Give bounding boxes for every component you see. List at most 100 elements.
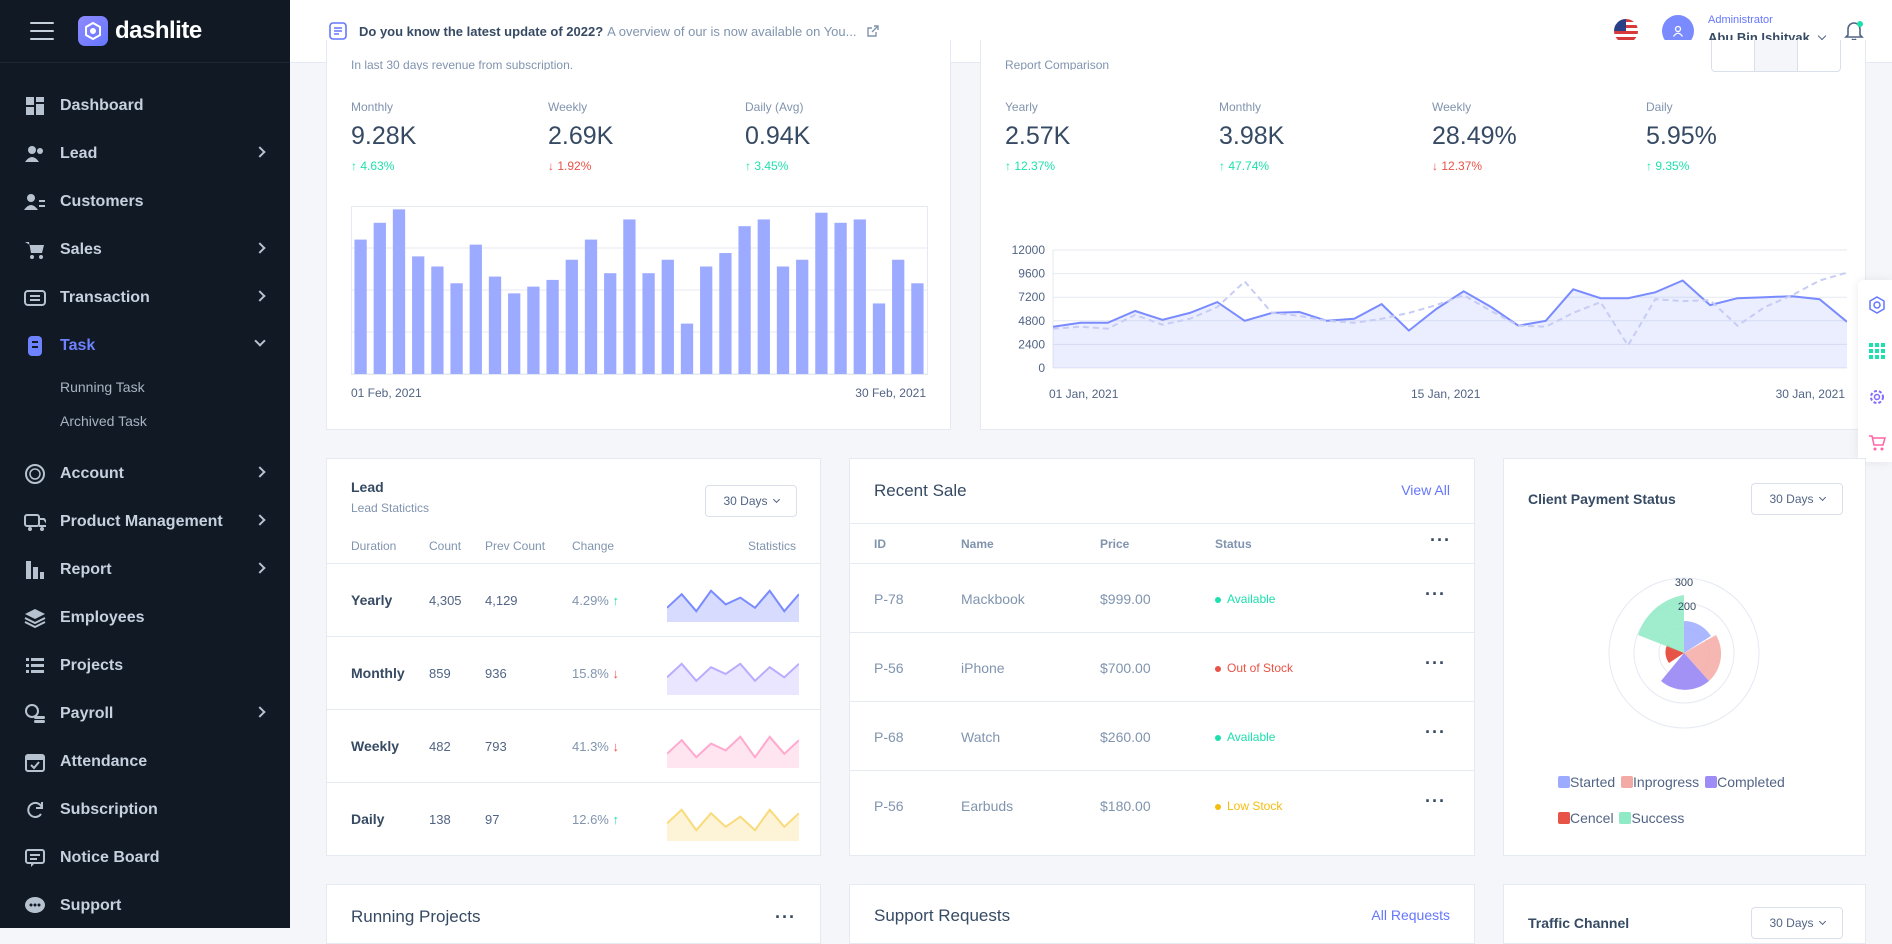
- bar[interactable]: [815, 212, 828, 374]
- bar[interactable]: [738, 226, 751, 374]
- sidebar-item-customers[interactable]: Customers: [0, 178, 290, 226]
- side-toolbar: [1858, 280, 1892, 462]
- slice-cencel[interactable]: [1665, 645, 1684, 663]
- bar[interactable]: [584, 239, 598, 374]
- sparkline-chart: [667, 808, 799, 841]
- sale-row[interactable]: P-56 Earbuds $180.00 Low Stock ···: [850, 771, 1474, 840]
- bar[interactable]: [661, 259, 674, 374]
- legend-completed[interactable]: Completed: [1705, 774, 1785, 790]
- more-icon[interactable]: ···: [1425, 722, 1446, 742]
- view-all-link[interactable]: View All: [1401, 482, 1450, 498]
- sidebar-item-support[interactable]: Support: [0, 882, 290, 930]
- traffic-filter-select[interactable]: 30 Days: [1751, 907, 1843, 939]
- slice-started[interactable]: [1684, 621, 1711, 653]
- legend-started[interactable]: Started: [1558, 774, 1615, 790]
- cart-tool-icon[interactable]: [1868, 434, 1886, 452]
- sidebar-subitem-running-task[interactable]: Running Task: [60, 379, 145, 395]
- bar[interactable]: [642, 273, 655, 374]
- lead-filter-select[interactable]: 30 Days: [705, 485, 797, 517]
- filter-label: 30 Days: [723, 494, 768, 508]
- slice-success[interactable]: [1638, 595, 1684, 653]
- bar[interactable]: [872, 303, 886, 374]
- sidebar-item-notice-board[interactable]: Notice Board: [0, 834, 290, 882]
- sidebar-item-transaction[interactable]: Transaction: [0, 274, 290, 322]
- toggle-segment[interactable]: [1755, 40, 1798, 71]
- sidebar-item-lead[interactable]: Lead: [0, 130, 290, 178]
- sidebar-item-subscription[interactable]: Subscription: [0, 786, 290, 834]
- sidebar-item-attendance[interactable]: Attendance: [0, 738, 290, 786]
- sale-row[interactable]: P-68 Watch $260.00 Available ···: [850, 702, 1474, 771]
- payment-filter-select[interactable]: 30 Days: [1751, 483, 1843, 515]
- lead-duration: Monthly: [351, 665, 405, 681]
- bar[interactable]: [776, 266, 790, 374]
- sidebar-item-account[interactable]: Account: [0, 450, 290, 498]
- external-link-icon[interactable]: [866, 24, 880, 38]
- menu-toggle-icon[interactable]: [30, 22, 54, 40]
- bar[interactable]: [834, 222, 847, 374]
- slice-completed[interactable]: [1661, 653, 1709, 690]
- bar[interactable]: [527, 286, 540, 374]
- news-banner[interactable]: Do you know the latest update of 2022? A…: [329, 22, 880, 40]
- settings-tool-icon[interactable]: [1868, 388, 1886, 406]
- sale-row[interactable]: P-56 iPhone $700.00 Out of Stock ···: [850, 633, 1474, 702]
- legend-success[interactable]: Success: [1619, 810, 1684, 826]
- lead-row[interactable]: Daily 138 97 12.6% ↑: [327, 783, 820, 856]
- bar[interactable]: [373, 222, 386, 374]
- stat-change-value: 1.92%: [557, 159, 592, 173]
- layers-tool-icon[interactable]: [1868, 296, 1886, 314]
- series-line-previous[interactable]: [1052, 271, 1847, 348]
- bar[interactable]: [796, 259, 809, 374]
- all-requests-link[interactable]: All Requests: [1371, 907, 1450, 923]
- more-icon[interactable]: ···: [1430, 530, 1451, 550]
- bar[interactable]: [488, 276, 502, 374]
- toggle-segment[interactable]: [1798, 40, 1840, 71]
- sidebar-item-dashboard[interactable]: Dashboard: [0, 82, 290, 130]
- bar[interactable]: [892, 259, 905, 374]
- header-status: Status: [1215, 537, 1252, 551]
- header-change: Change: [572, 539, 615, 553]
- bar[interactable]: [700, 266, 713, 374]
- slice-inprogress[interactable]: [1684, 635, 1722, 681]
- period-toggle[interactable]: [1711, 40, 1841, 72]
- running-projects-title: Running Projects: [351, 907, 481, 926]
- more-icon[interactable]: ···: [1425, 791, 1446, 811]
- more-icon[interactable]: ···: [1425, 584, 1446, 604]
- bar[interactable]: [508, 293, 521, 374]
- bar[interactable]: [546, 279, 559, 374]
- sidebar-item-projects[interactable]: Projects: [0, 642, 290, 690]
- sidebar-item-employees[interactable]: Employees: [0, 594, 290, 642]
- sidebar-item-task[interactable]: Task: [0, 322, 290, 370]
- more-icon[interactable]: ···: [1425, 653, 1446, 673]
- bar[interactable]: [450, 283, 463, 374]
- bar[interactable]: [412, 256, 425, 374]
- logo[interactable]: dashlite: [78, 16, 202, 46]
- bar[interactable]: [354, 239, 367, 374]
- bar[interactable]: [757, 219, 770, 374]
- more-icon[interactable]: ···: [775, 907, 796, 927]
- bar[interactable]: [565, 259, 578, 374]
- toggle-segment[interactable]: [1712, 40, 1755, 71]
- bar[interactable]: [431, 266, 444, 374]
- bar[interactable]: [604, 273, 617, 374]
- bar[interactable]: [680, 323, 694, 374]
- legend-inprogress[interactable]: Inprogress: [1621, 774, 1699, 790]
- bar[interactable]: [719, 253, 732, 374]
- sidebar-item-sales[interactable]: Sales: [0, 226, 290, 274]
- apps-tool-icon[interactable]: [1868, 342, 1886, 360]
- us-flag-icon[interactable]: [1614, 19, 1638, 43]
- lead-row[interactable]: Weekly 482 793 41.3% ↓: [327, 710, 820, 783]
- bar[interactable]: [911, 283, 924, 374]
- bar[interactable]: [623, 219, 636, 374]
- sidebar-item-payroll[interactable]: Payroll: [0, 690, 290, 738]
- bar[interactable]: [853, 219, 866, 374]
- sidebar-item-report[interactable]: Report: [0, 546, 290, 594]
- bar[interactable]: [469, 244, 482, 374]
- sidebar-subitem-archived-task[interactable]: Archived Task: [60, 413, 147, 429]
- lead-row[interactable]: Yearly 4,305 4,129 4.29% ↑: [327, 564, 820, 637]
- sale-row[interactable]: P-78 Mackbook $999.00 Available ···: [850, 564, 1474, 633]
- legend-cencel[interactable]: Cencel: [1558, 810, 1614, 826]
- lead-change-value: 4.29%: [572, 593, 609, 608]
- lead-row[interactable]: Monthly 859 936 15.8% ↓: [327, 637, 820, 710]
- bar[interactable]: [392, 209, 406, 374]
- sidebar-item-product-management[interactable]: Product Management: [0, 498, 290, 546]
